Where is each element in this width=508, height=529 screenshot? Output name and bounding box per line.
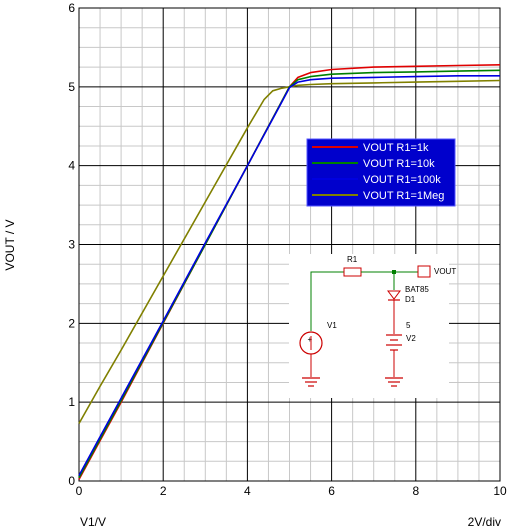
y-tick-label: 4 — [68, 159, 75, 173]
resistor-r1 — [343, 267, 362, 277]
y-tick-label: 2 — [68, 316, 75, 330]
diode-part-label: BAT85 — [405, 285, 429, 294]
legend-label: VOUT R1=10k — [363, 158, 435, 170]
x-tick-label: 0 — [76, 484, 83, 498]
x-tick-label: 10 — [493, 484, 507, 498]
plot-frame — [78, 7, 501, 482]
x-scale-note: 2V/div — [468, 515, 501, 529]
v1-label: V1 — [327, 321, 337, 330]
legend-label: VOUT R1=1Meg — [363, 190, 444, 202]
series-line — [78, 75, 500, 476]
y-axis-label: VOUT / V — [3, 219, 17, 270]
x-tick-label: 4 — [244, 484, 251, 498]
y-tick-label: 3 — [68, 238, 75, 252]
legend-items: VOUT R1=1k VOUT R1=10k VOUT R1=100k VOUT R1… — [312, 142, 444, 202]
y-tick-label: 0 — [68, 474, 75, 488]
vout-terminal-label: VOUT — [434, 267, 456, 276]
x-axis-label: V1/V — [80, 515, 106, 529]
diode-d1 — [387, 290, 401, 300]
v2-label: V2 — [406, 334, 416, 343]
schematic-inset: R1 VOUT + V1 BAT85 D1 5 V2 — [289, 254, 456, 398]
y-tick-label: 5 — [68, 80, 75, 94]
y-tick-label: 6 — [68, 1, 75, 15]
legend: VOUT R1=1k VOUT R1=10k VOUT R1=100k VOUT R1… — [306, 138, 456, 207]
source-v1-plus: + — [308, 335, 313, 344]
series-lines — [78, 64, 501, 480]
diode-label: D1 — [405, 295, 416, 304]
y-tick-label: 1 — [68, 395, 75, 409]
legend-label: VOUT R1=1k — [363, 142, 429, 154]
x-tick-label: 6 — [328, 484, 335, 498]
wire-v1-top — [310, 271, 344, 331]
x-tick-labels: 0 2 4 6 8 10 — [76, 484, 507, 498]
x-tick-label: 2 — [160, 484, 167, 498]
series-line — [78, 79, 501, 424]
y-tick-labels: 0 1 2 3 4 5 6 — [68, 1, 75, 488]
v2-value: 5 — [406, 321, 411, 330]
schematic-background — [289, 254, 449, 398]
vout-terminal — [417, 265, 431, 278]
legend-label: VOUT R1=100k — [363, 174, 441, 186]
r1-label: R1 — [347, 255, 358, 264]
x-tick-label: 8 — [412, 484, 419, 498]
